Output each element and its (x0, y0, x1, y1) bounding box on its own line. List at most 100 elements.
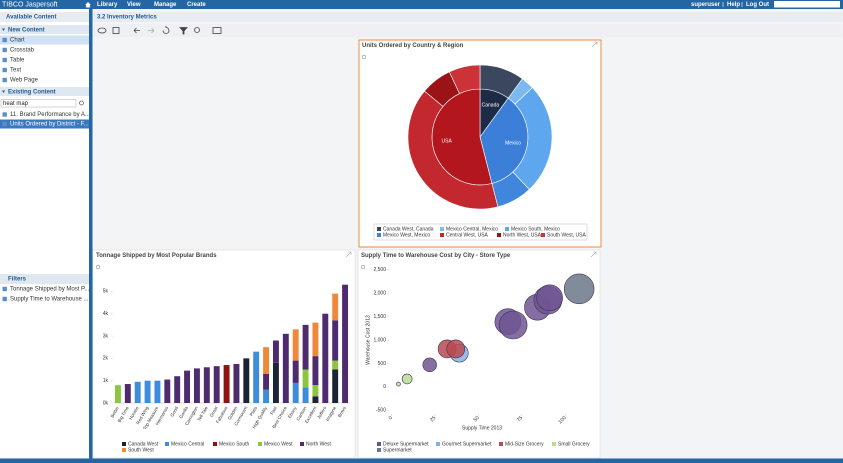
bar-segment[interactable] (312, 396, 319, 403)
filter-button[interactable] (179, 27, 188, 35)
bar-segment[interactable] (263, 373, 270, 390)
maximize-icon[interactable] (345, 251, 352, 258)
bar-segment[interactable] (312, 322, 319, 357)
legend-label[interactable]: Mid-Size Grocery (505, 441, 544, 447)
legend-label[interactable]: Mexico West, Mexico (383, 232, 430, 238)
list-item[interactable]: Units Ordered by District - F... (10, 122, 89, 128)
bar-segment[interactable] (332, 360, 339, 370)
header-link[interactable]: Log Out (746, 2, 769, 8)
search-box[interactable] (774, 1, 840, 8)
list-item[interactable]: Table (10, 58, 25, 64)
bar-segment[interactable] (322, 313, 329, 403)
menu-item[interactable]: View (127, 2, 141, 8)
zoom-icon[interactable] (361, 54, 367, 60)
bar-segment[interactable] (312, 385, 319, 397)
legend-label[interactable]: Mexico West (264, 441, 293, 447)
save-button[interactable] (112, 27, 120, 34)
legend-label[interactable]: Deluxe Supermarket (383, 441, 429, 447)
legend-label[interactable]: North West, USA (503, 232, 542, 238)
legend-label[interactable]: Central West, USA (446, 232, 489, 238)
bar-segment[interactable] (174, 376, 181, 403)
bar-segment[interactable] (342, 284, 349, 403)
bar-segment[interactable] (233, 363, 240, 403)
zoom-icon[interactable] (360, 264, 366, 270)
search-text[interactable]: heat map (3, 101, 29, 107)
bar-segment[interactable] (243, 358, 250, 403)
legend-label[interactable]: Supermarket (383, 447, 412, 453)
bar-segment[interactable] (114, 385, 121, 403)
bar-segment[interactable] (213, 366, 220, 403)
menu-item[interactable]: Manage (154, 2, 177, 8)
bar-segment[interactable] (312, 356, 319, 386)
sunburst-outer[interactable] (407, 90, 499, 210)
bar-segment[interactable] (282, 333, 289, 403)
bar-segment[interactable] (292, 382, 299, 403)
bar-segment[interactable] (124, 384, 131, 403)
bar-segment[interactable] (263, 389, 270, 403)
list-item[interactable]: Web Page (10, 78, 39, 84)
home-icon[interactable] (85, 2, 91, 8)
bar-segment[interactable] (272, 340, 279, 363)
legend-label[interactable]: Mexico Central, Mexico (446, 226, 498, 232)
legend-label[interactable]: South West (128, 447, 154, 453)
list-item[interactable]: Chart (10, 38, 25, 44)
search-input[interactable] (0, 99, 77, 108)
section-header[interactable] (0, 87, 89, 96)
search-icon[interactable] (79, 100, 84, 106)
legend-label[interactable]: North West (306, 441, 332, 447)
section-title[interactable]: Existing Content (8, 90, 56, 96)
bar-segment[interactable] (332, 293, 339, 321)
bar-segment[interactable] (292, 329, 299, 361)
legend-label[interactable]: Gourmet Supermarket (442, 441, 492, 447)
menu-item[interactable]: Create (187, 2, 206, 8)
bar-segment[interactable] (302, 369, 309, 388)
list-item[interactable]: 11. Brand Performance by A... (10, 112, 90, 118)
section-title[interactable]: Filters (8, 277, 27, 283)
settings-button[interactable] (194, 27, 200, 33)
maximize-icon[interactable] (590, 251, 597, 258)
bar-segment[interactable] (332, 320, 339, 361)
legend-label[interactable]: Small Grocery (558, 441, 590, 447)
legend-label[interactable]: Mexico South, Mexico (511, 226, 560, 232)
list-item[interactable]: Supply Time to Warehouse ... (10, 297, 89, 303)
user-name[interactable]: superuser (691, 2, 721, 8)
list-item[interactable]: Text (10, 68, 21, 74)
sunburst-outer[interactable] (448, 64, 481, 94)
section-header[interactable] (0, 274, 89, 284)
logo[interactable]: TIBCO Jaspersoft (2, 1, 58, 8)
legend-label[interactable]: Canada West (128, 441, 159, 447)
list-item[interactable]: Crosstab (10, 48, 35, 54)
bar-segment[interactable] (184, 370, 191, 403)
grid-button[interactable] (212, 27, 222, 34)
preview-button[interactable] (97, 27, 107, 34)
bar-segment[interactable] (193, 368, 200, 403)
bubble[interactable] (498, 310, 528, 340)
legend-label[interactable]: South West, USA (547, 232, 586, 238)
bar-segment[interactable] (272, 362, 279, 403)
legend-label[interactable]: Mexico Central (171, 441, 204, 447)
menu-item[interactable]: Library (97, 2, 118, 8)
bubble[interactable] (401, 373, 413, 385)
bar-segment[interactable] (302, 387, 309, 403)
bar-segment[interactable] (134, 381, 141, 403)
bar-segment[interactable] (223, 365, 230, 403)
bar-segment[interactable] (263, 347, 270, 374)
list-item[interactable]: Tonnage Shipped by Most P... (10, 287, 90, 293)
bubble[interactable] (536, 284, 563, 312)
bar-segment[interactable] (154, 380, 161, 403)
bar-segment[interactable] (292, 360, 299, 383)
reset-button[interactable] (162, 26, 170, 34)
bubble[interactable] (446, 339, 466, 359)
redo-button[interactable] (148, 27, 155, 34)
bar-segment[interactable] (302, 324, 309, 370)
legend-label[interactable]: Canada West, Canada (383, 226, 434, 232)
bubble[interactable] (396, 381, 401, 387)
bar-segment[interactable] (332, 369, 339, 403)
bar-segment[interactable] (253, 351, 260, 403)
bar-segment[interactable] (203, 367, 210, 403)
bubble[interactable] (563, 273, 595, 305)
bar-segment[interactable] (144, 380, 151, 403)
section-header[interactable] (0, 25, 89, 34)
bar-segment[interactable] (164, 379, 171, 403)
undo-button[interactable] (133, 27, 140, 34)
